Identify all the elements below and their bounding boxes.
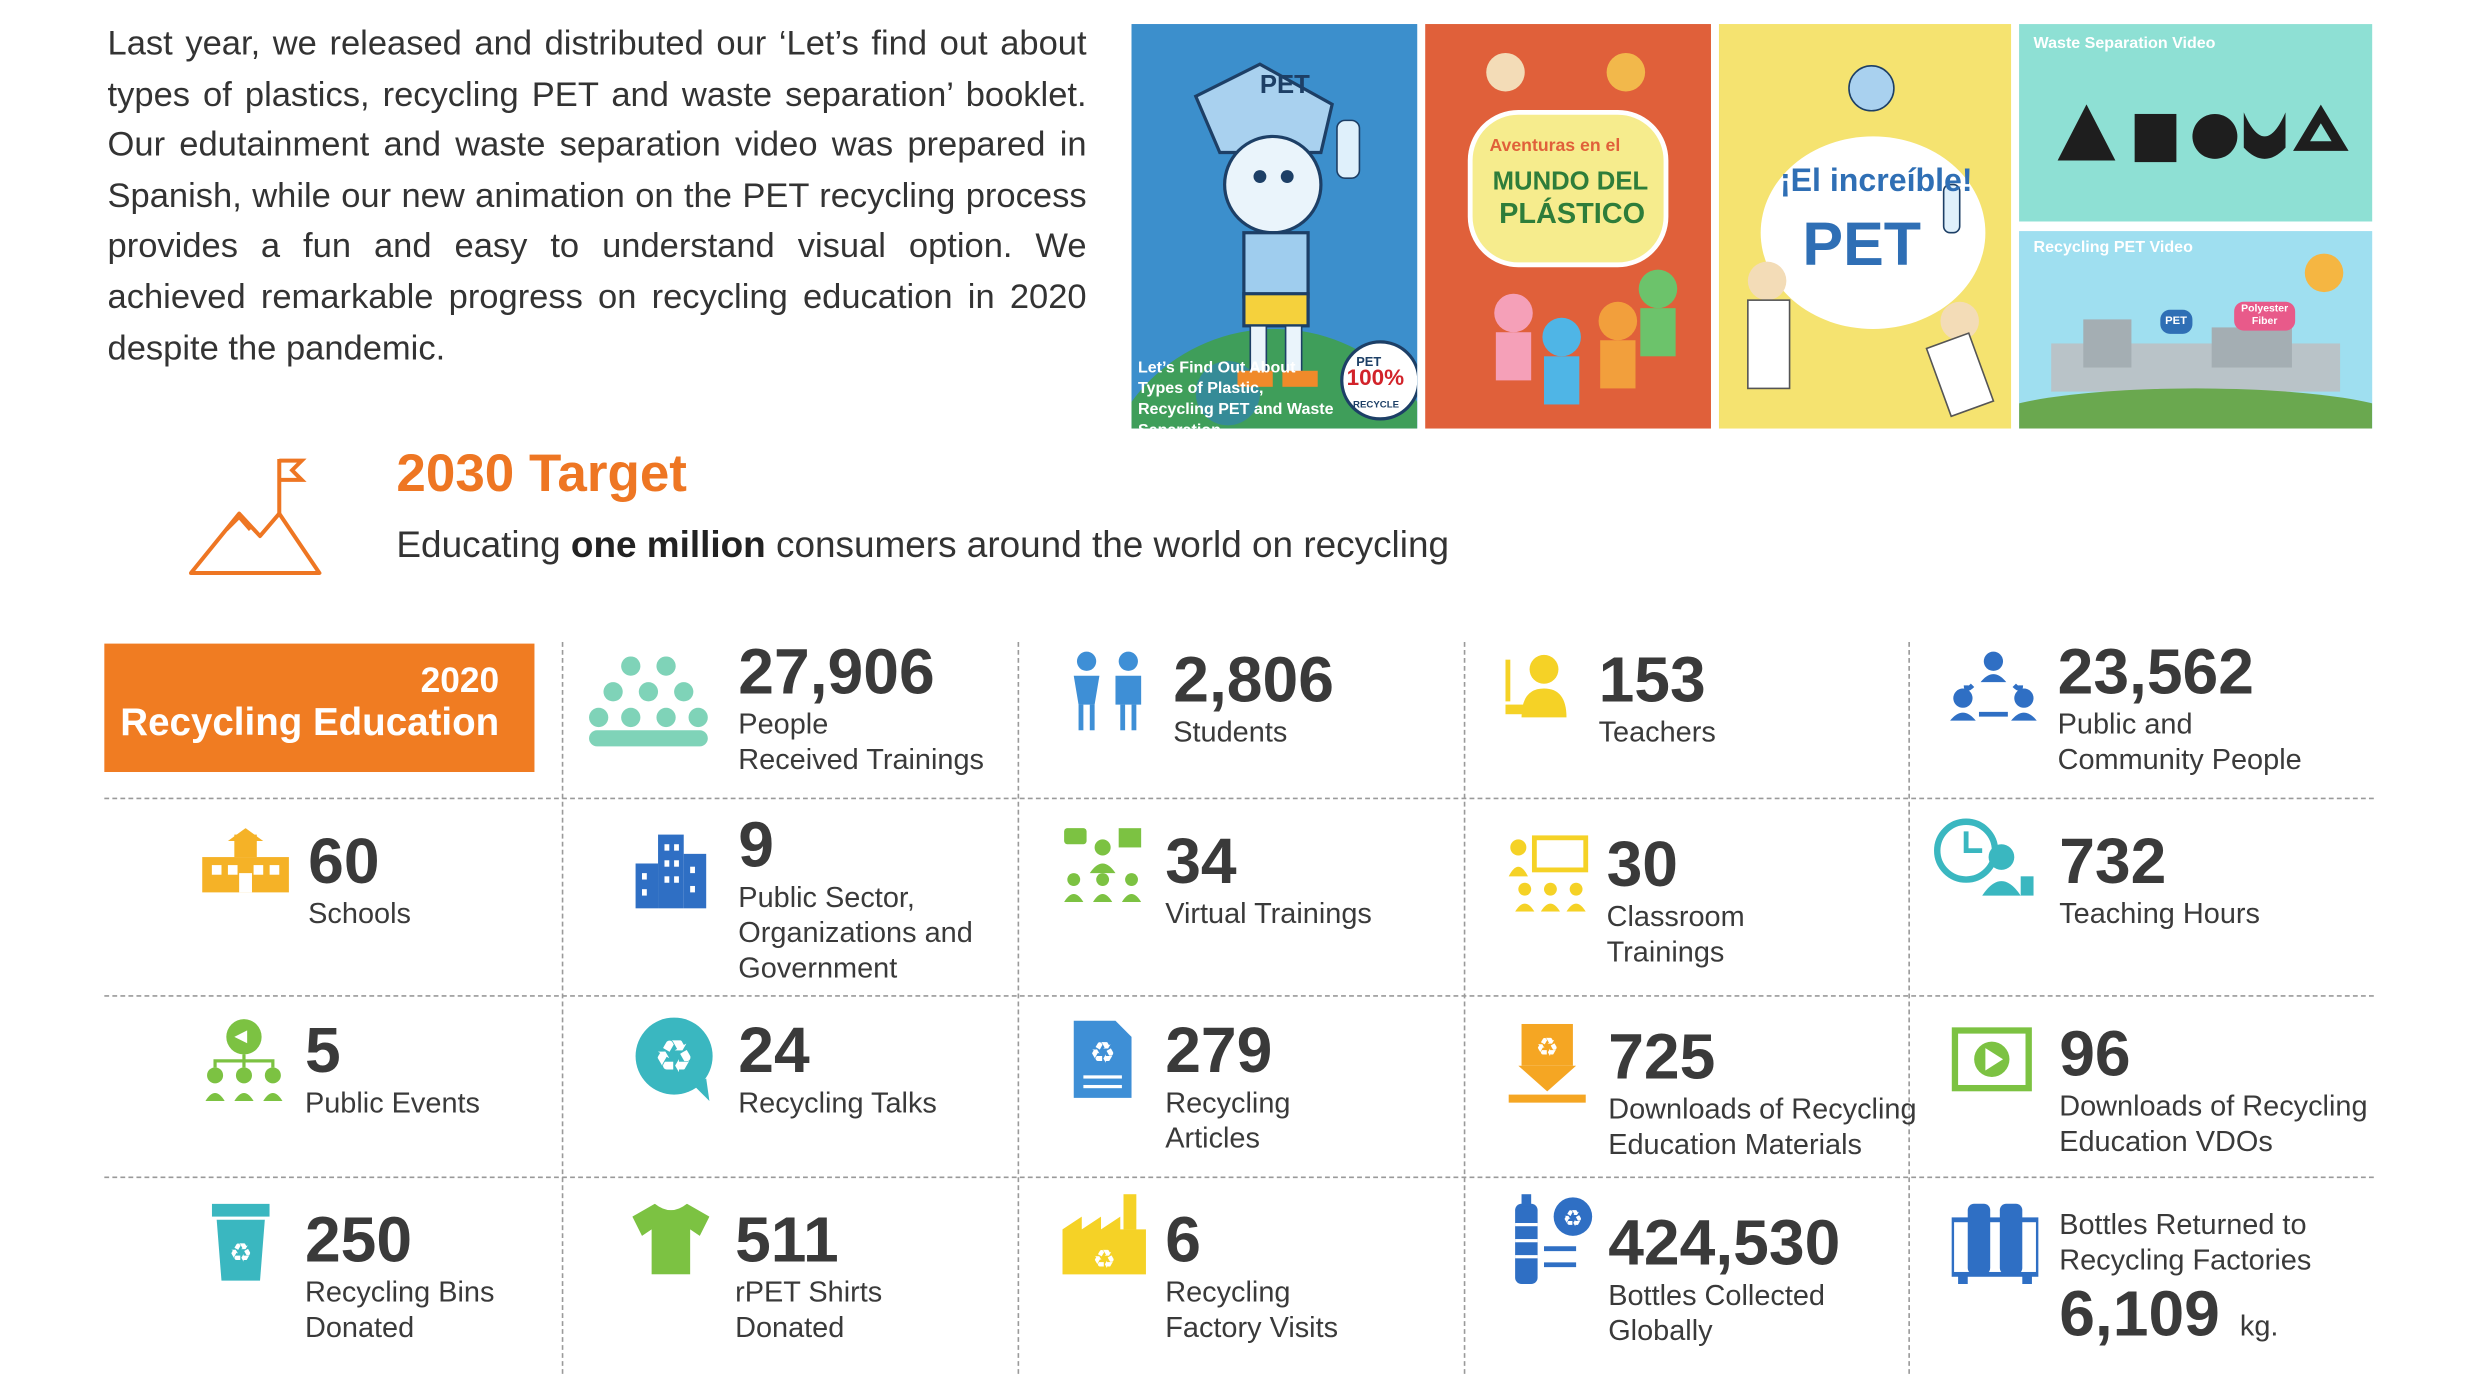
stat-schools: 60 Schools <box>308 826 411 930</box>
booklet-badge-top: PET <box>1356 354 1382 370</box>
stat-bottles-returned: Bottles Returned to Recycling Factories … <box>2059 1208 2312 1350</box>
recycling-education-badge: 2020 Recycling Education <box>104 643 535 773</box>
video-icon <box>1951 1027 2032 1092</box>
grid-divider <box>561 642 564 1374</box>
grid-divider <box>104 995 2374 997</box>
booklet-illustration <box>1131 24 1418 429</box>
aventuras-illustration <box>1425 24 1711 429</box>
recycling-bin-icon: ♻ <box>211 1203 270 1281</box>
stat-bottles-collected: 424,530 Bottles Collected Globally <box>1608 1208 1841 1347</box>
grid-divider <box>1908 642 1910 1374</box>
mountain-flag-icon <box>188 458 322 575</box>
stat-people-trained: 27,906 People Received Trainings <box>738 637 985 776</box>
people-crowd-icon <box>589 656 708 747</box>
stat-community-people: 23,562 Public and Community People <box>2057 637 2302 776</box>
virtual-training-icon <box>1064 828 1142 903</box>
bottles-returned-number: 6,109 <box>2059 1279 2220 1350</box>
stat-factory-visits: 6 Recycling Factory Visits <box>1165 1205 1339 1344</box>
classroom-training-icon <box>1508 835 1589 912</box>
students-icon <box>1073 651 1142 731</box>
community-people-icon <box>1950 651 2037 721</box>
grid-divider <box>1463 642 1466 1374</box>
recycling-pet-video-thumbnail[interactable]: Recycling PET Video PET Polyester Fiber <box>2019 231 2373 429</box>
bottles-returned-machine-icon <box>1951 1203 2039 1284</box>
increible-line2: PET <box>1802 211 1922 280</box>
teaching-hours-icon <box>1934 818 2034 896</box>
recycling-article-icon: ♻ <box>1073 1020 1132 1098</box>
bottles-collected-icon: ♻ <box>1515 1194 1593 1284</box>
booklet-caption: Let’s Find Out About Types of Plastic, R… <box>1137 359 1334 429</box>
target-subtitle: Educating one million consumers around t… <box>396 523 1450 565</box>
intro-paragraph: Last year, we released and distributed o… <box>107 24 1087 367</box>
aventuras-cover-image: Aventuras en el MUNDO DEL PLÁSTICO <box>1425 24 1711 429</box>
stat-virtual-trainings: 34 Virtual Trainings <box>1165 826 1372 930</box>
svg-text:♻: ♻ <box>1536 1033 1559 1063</box>
stat-public-sector: 9 Public Sector, Organizations and Gover… <box>738 810 973 984</box>
svg-text:♻: ♻ <box>1093 1245 1116 1275</box>
factory-landscape <box>2019 231 2373 429</box>
recycling-talk-icon: ♻ <box>635 1017 713 1102</box>
aventuras-line1: Aventuras en el <box>1489 136 1621 156</box>
stat-recycling-talks: 24 Recycling Talks <box>738 1015 937 1119</box>
stat-downloads-vdos: 96 Downloads of Recycling Education VDOs <box>2059 1019 2368 1158</box>
stat-teaching-hours: 732 Teaching Hours <box>2059 826 2260 930</box>
svg-text:♻: ♻ <box>654 1030 694 1083</box>
recycling-video-label: Recycling PET Video <box>2033 239 2193 257</box>
stat-rpet-shirts: 511 rPET Shirts Donated <box>735 1205 883 1344</box>
booklet-pet-label: PET <box>1259 72 1310 100</box>
target-title: 2030 Target <box>396 442 687 503</box>
grid-divider <box>104 1176 2374 1179</box>
aventuras-line2: MUNDO DEL <box>1492 168 1649 196</box>
increible-illustration <box>1718 24 2012 429</box>
waste-video-label: Waste Separation Video <box>2033 35 2216 53</box>
increible-pet-cover-image: ¡El increíble! PET <box>1718 24 2012 429</box>
waste-symbols-icons <box>2057 104 2349 163</box>
factory-icon: ♻ <box>1062 1194 1146 1275</box>
svg-text:♻: ♻ <box>229 1239 252 1269</box>
increible-line1: ¡El increíble! <box>1779 163 1973 200</box>
stat-public-events: 5 Public Events <box>304 1015 480 1119</box>
badge-year: 2020 <box>420 659 500 700</box>
recycling-video-pet: PET <box>2160 309 2192 334</box>
stat-downloads-materials: 725 Downloads of Recycling Education Mat… <box>1608 1022 1917 1161</box>
school-icon <box>202 828 289 893</box>
teacher-icon <box>1505 654 1567 718</box>
shirt-icon <box>632 1203 710 1275</box>
booklet-cover-image: PET Let’s Find Out About Types of Plasti… <box>1131 24 1418 429</box>
aventuras-line3: PLÁSTICO <box>1499 197 1646 230</box>
download-icon: ♻ <box>1508 1023 1586 1103</box>
booklet-badge-pct: 100% <box>1346 364 1405 391</box>
stat-teachers: 153 Teachers <box>1598 645 1716 748</box>
waste-separation-video-thumbnail[interactable]: Waste Separation Video <box>2019 24 2373 222</box>
svg-text:♻: ♻ <box>1090 1036 1116 1070</box>
stat-recycling-articles: 279 Recycling Articles <box>1165 1015 1291 1154</box>
booklet-badge-bottom: RECYCLE <box>1353 401 1400 411</box>
government-building-icon <box>635 834 707 909</box>
public-events-icon <box>205 1019 283 1102</box>
svg-text:♻: ♻ <box>1563 1206 1583 1232</box>
stat-classroom-trainings: 30 Classroom Trainings <box>1606 829 1745 968</box>
stat-students: 2,806 Students <box>1173 645 1334 748</box>
recycling-video-fiber: Polyester Fiber <box>2234 301 2296 331</box>
grid-divider <box>1017 642 1020 1374</box>
target-highlight: one million <box>570 523 766 565</box>
grid-divider <box>104 797 2374 800</box>
badge-title: Recycling Education <box>120 701 500 745</box>
stat-recycling-bins: 250 Recycling Bins Donated <box>304 1205 495 1344</box>
bottles-returned-unit: kg. <box>2239 1309 2279 1342</box>
